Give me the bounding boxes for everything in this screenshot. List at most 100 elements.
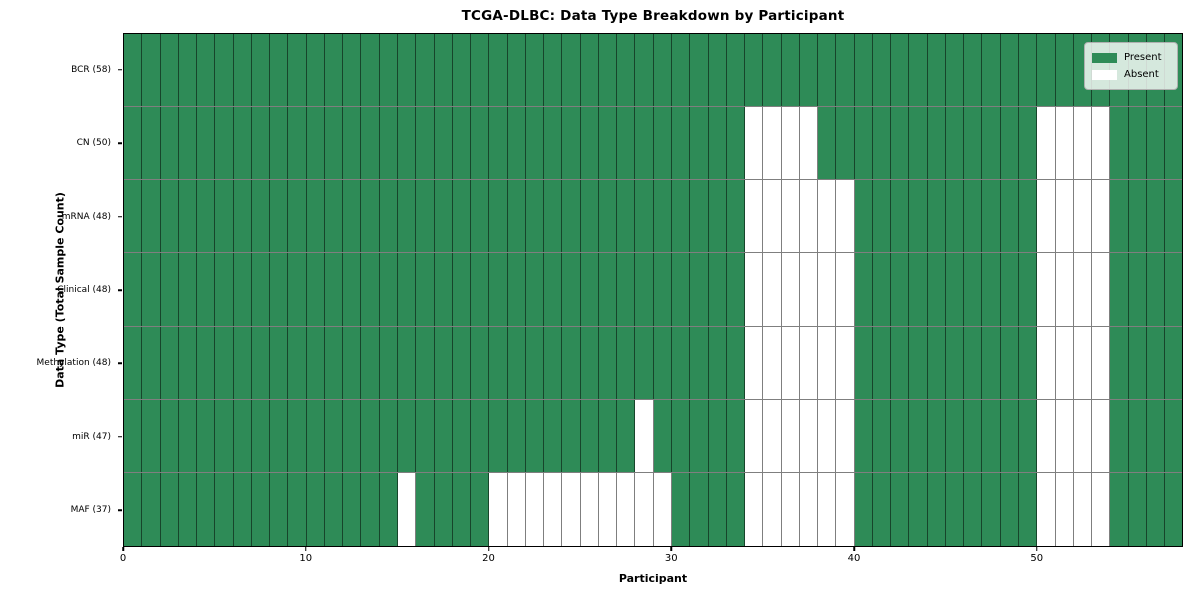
- heatmap-cell: [471, 326, 490, 399]
- heatmap-cell: [927, 253, 946, 326]
- heatmap-cell: [854, 253, 873, 326]
- heatmap-cell: [1128, 253, 1147, 326]
- heatmap-cell: [726, 326, 746, 399]
- heatmap-cell: [288, 472, 307, 546]
- heatmap-cell: [160, 34, 179, 107]
- heatmap-cell: [160, 180, 179, 253]
- heatmap-cell: [836, 253, 855, 326]
- heatmap-cell: [416, 107, 435, 180]
- heatmap-cell: [1165, 472, 1183, 546]
- heatmap-cell: [306, 472, 325, 546]
- heatmap-cell: [781, 34, 800, 107]
- heatmap-cell: [251, 180, 271, 253]
- x-tick-mark: [670, 547, 673, 551]
- heatmap-cell: [379, 326, 398, 399]
- heatmap-cell: [452, 472, 472, 546]
- heatmap-cell: [726, 253, 746, 326]
- heatmap-cell: [288, 253, 307, 326]
- heatmap-cell: [1146, 180, 1166, 253]
- heatmap-cell: [197, 326, 216, 399]
- heatmap-cell: [471, 399, 490, 472]
- heatmap-cell: [416, 399, 435, 472]
- heatmap-cell: [178, 399, 198, 472]
- heatmap-cell: [288, 326, 307, 399]
- heatmap-cell: [525, 34, 545, 107]
- heatmap-cell: [653, 472, 672, 546]
- plot-area: [123, 33, 1183, 547]
- heatmap-cell: [1092, 472, 1111, 546]
- heatmap-cell: [361, 107, 380, 180]
- heatmap-cell: [160, 253, 179, 326]
- heatmap-cell: [598, 180, 618, 253]
- heatmap-cell: [416, 253, 435, 326]
- heatmap-cell: [872, 326, 892, 399]
- heatmap-cell: [909, 34, 928, 107]
- heatmap-cell: [763, 399, 782, 472]
- heatmap-cell: [964, 180, 983, 253]
- heatmap-cell: [982, 253, 1001, 326]
- heatmap-cell: [507, 253, 526, 326]
- heatmap-cell: [251, 326, 271, 399]
- heatmap-cell: [544, 253, 563, 326]
- heatmap-cell: [215, 180, 234, 253]
- heatmap-cell: [562, 399, 581, 472]
- heatmap-cell: [507, 326, 526, 399]
- heatmap-cell: [799, 472, 819, 546]
- heatmap-cell: [397, 326, 417, 399]
- heatmap-cell: [598, 34, 618, 107]
- heatmap-cell: [434, 326, 453, 399]
- heatmap-cell: [763, 34, 782, 107]
- heatmap-row-CN: [124, 107, 1183, 181]
- heatmap-cell: [580, 326, 599, 399]
- heatmap-cell: [891, 253, 910, 326]
- heatmap-cell: [142, 399, 161, 472]
- heatmap-cell: [215, 253, 234, 326]
- heatmap-cell: [233, 253, 252, 326]
- heatmap-cell: [379, 34, 398, 107]
- heatmap-cell: [562, 180, 581, 253]
- heatmap-cell: [379, 107, 398, 180]
- heatmap-cell: [617, 107, 636, 180]
- heatmap-cell: [1037, 180, 1056, 253]
- heatmap-cell: [872, 399, 892, 472]
- heatmap-cell: [251, 107, 271, 180]
- heatmap-cell: [836, 472, 855, 546]
- heatmap-cell: [836, 107, 855, 180]
- heatmap-cell: [233, 107, 252, 180]
- heatmap-cell: [909, 472, 928, 546]
- heatmap-cell: [1000, 107, 1020, 180]
- heatmap-cell: [215, 399, 234, 472]
- heatmap-cell: [1055, 326, 1074, 399]
- heatmap-cell: [1128, 326, 1147, 399]
- heatmap-cell: [635, 107, 654, 180]
- heatmap-cell: [708, 472, 727, 546]
- heatmap-cell: [471, 180, 490, 253]
- heatmap-cell: [1110, 326, 1129, 399]
- x-tick-label: 20: [482, 553, 495, 564]
- heatmap-cell: [306, 34, 325, 107]
- heatmap-cell: [690, 180, 709, 253]
- heatmap-cell: [909, 326, 928, 399]
- heatmap-cell: [671, 180, 691, 253]
- heatmap-cell: [1073, 472, 1093, 546]
- y-tick-mark: [118, 215, 122, 218]
- heatmap-cell: [160, 472, 179, 546]
- heatmap-cell: [671, 34, 691, 107]
- heatmap-cell: [452, 326, 472, 399]
- heatmap-cell: [270, 326, 289, 399]
- heatmap-cell: [434, 399, 453, 472]
- heatmap-cell: [397, 399, 417, 472]
- heatmap-cell: [964, 472, 983, 546]
- heatmap-cell: [708, 253, 727, 326]
- heatmap-cell: [799, 107, 819, 180]
- heatmap-cell: [1019, 472, 1038, 546]
- heatmap-cell: [671, 472, 691, 546]
- heatmap-cell: [982, 399, 1001, 472]
- heatmap-cell: [836, 34, 855, 107]
- heatmap-cell: [562, 472, 581, 546]
- y-tick-mark: [118, 142, 122, 144]
- heatmap-cell: [324, 399, 344, 472]
- heatmap-cell: [1128, 399, 1147, 472]
- heatmap-cell: [763, 326, 782, 399]
